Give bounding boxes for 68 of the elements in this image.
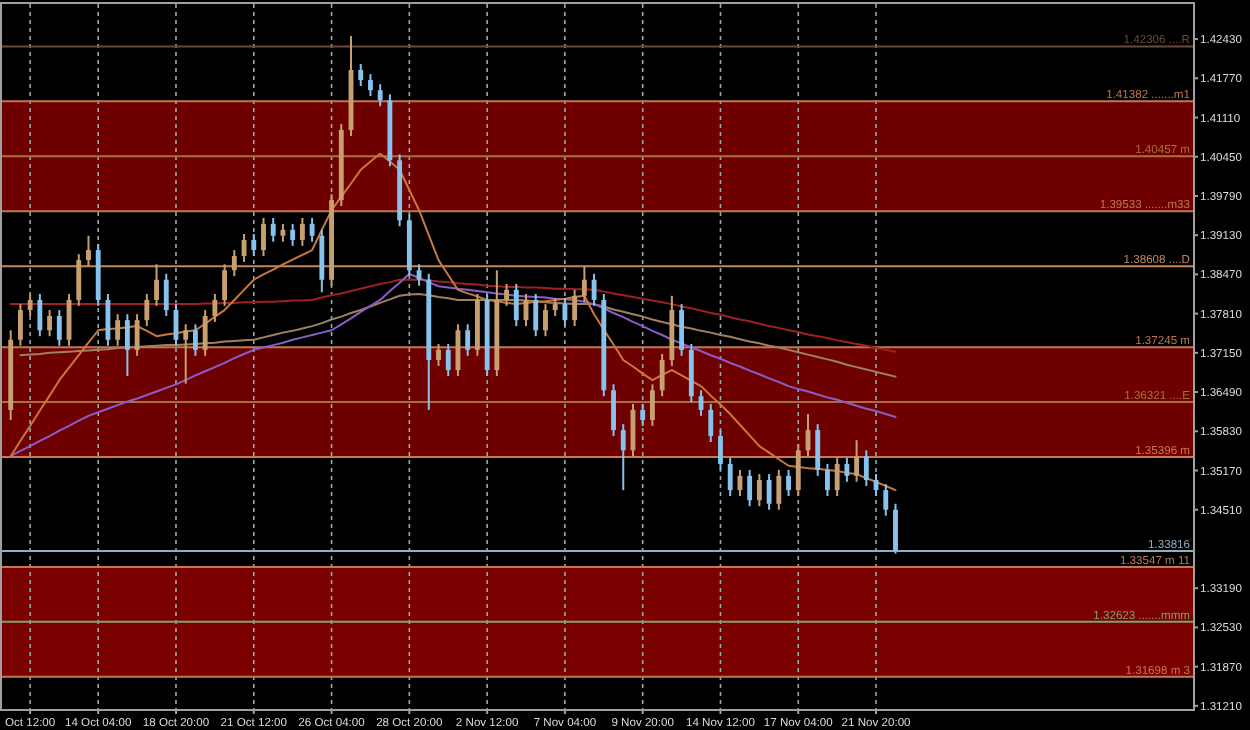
- candlestick: [863, 449, 869, 487]
- candlestick: [688, 342, 694, 404]
- candlestick: [37, 293, 43, 338]
- candlestick: [649, 383, 655, 427]
- candlestick: [86, 234, 91, 268]
- line-series: [9, 272, 897, 458]
- candlestick: [562, 297, 568, 328]
- candlestick: [718, 429, 723, 471]
- candlestick: [844, 457, 850, 483]
- candlestick: [445, 342, 451, 378]
- candlestick: [134, 313, 140, 357]
- candlestick: [377, 83, 383, 108]
- candlestick: [825, 462, 830, 498]
- candlestick: [786, 468, 791, 498]
- candlestick: [795, 443, 801, 498]
- candlestick: [815, 423, 821, 477]
- candlestick: [309, 216, 315, 243]
- candlestick: [436, 342, 441, 367]
- candlestick: [47, 309, 53, 338]
- candlestick: [504, 282, 510, 307]
- candlestick: [368, 73, 373, 98]
- candlestick: [679, 303, 685, 357]
- candlestick: [591, 272, 597, 307]
- candlestick: [290, 222, 296, 247]
- candlestick: [756, 473, 762, 508]
- candlestick: [183, 323, 189, 385]
- candlestick: [231, 249, 237, 278]
- candlestick: [893, 502, 898, 555]
- candlestick: [202, 309, 208, 357]
- candlestick: [27, 293, 33, 317]
- candlestick: [708, 402, 714, 443]
- candlestick: [533, 293, 539, 338]
- candlestick: [513, 282, 519, 328]
- candlestick: [854, 439, 860, 483]
- candlestick: [251, 232, 257, 257]
- candlestick: [611, 383, 616, 438]
- candlestick: [465, 323, 471, 357]
- line-series: [9, 152, 897, 492]
- candlestick: [766, 473, 772, 511]
- candlestick: [115, 313, 121, 347]
- candlestick: [640, 402, 646, 427]
- candlestick: [727, 457, 733, 498]
- candlestick: [17, 303, 23, 347]
- candlestick: [222, 263, 228, 307]
- candlestick: [105, 293, 111, 347]
- candlestick: [124, 313, 130, 378]
- candlestick: [163, 272, 169, 317]
- candlestick: [154, 263, 159, 307]
- candlestick: [543, 303, 548, 338]
- candlestick: [270, 216, 276, 243]
- candlestick: [883, 483, 889, 517]
- candlestick: [212, 293, 218, 323]
- candlestick: [747, 468, 753, 508]
- candlestick: [834, 457, 840, 498]
- candlestick: [776, 468, 782, 511]
- candlestick: [737, 468, 743, 498]
- candlestick: [261, 216, 266, 257]
- candlestick: [620, 423, 626, 492]
- candlestick: [659, 353, 665, 398]
- candlestick: [56, 309, 62, 347]
- candlestick: [193, 323, 198, 357]
- candlestick: [358, 63, 364, 88]
- candlestick: [319, 228, 325, 294]
- candlestick: [76, 253, 82, 307]
- candlestick: [299, 216, 305, 247]
- candlestick: [581, 265, 587, 303]
- candlestick: [144, 293, 150, 328]
- candlestick: [572, 288, 578, 328]
